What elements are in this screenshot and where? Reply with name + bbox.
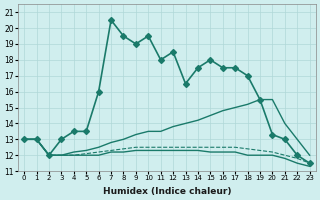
X-axis label: Humidex (Indice chaleur): Humidex (Indice chaleur)	[103, 187, 231, 196]
